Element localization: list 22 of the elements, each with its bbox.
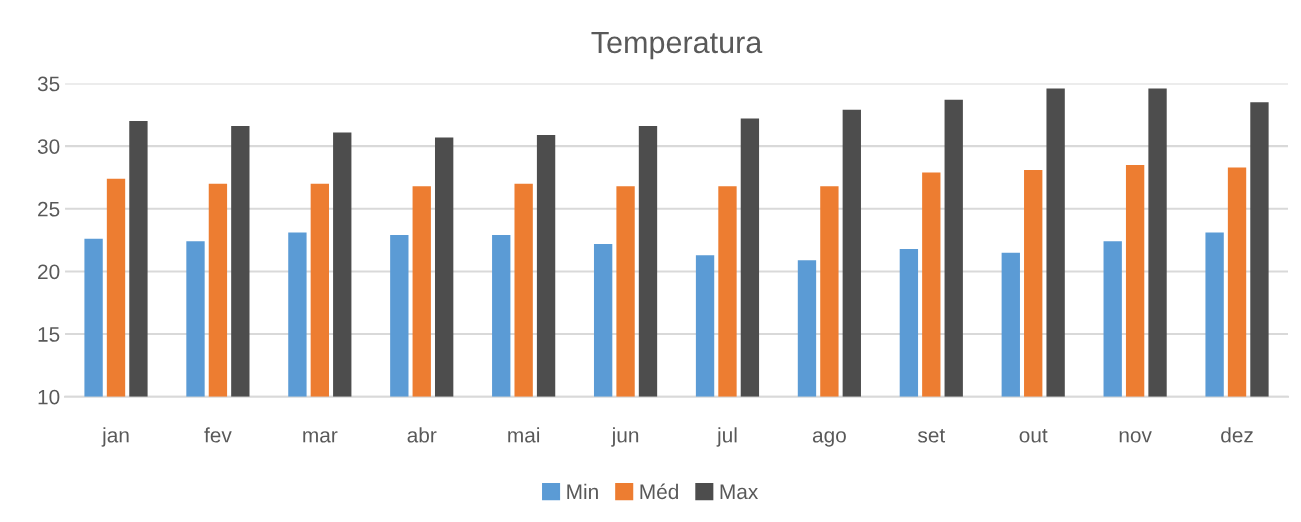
x-tick-label: jan xyxy=(101,427,129,447)
y-tick-label: 30 xyxy=(37,139,60,154)
legend-label: Méd xyxy=(640,483,678,500)
x-tick-label: mai xyxy=(508,427,540,443)
y-tick-label: 10 xyxy=(38,389,60,405)
chart-title: Temperatura xyxy=(591,31,763,60)
x-tick-label: set xyxy=(917,428,946,443)
x-tick-label: mar xyxy=(303,431,338,443)
x-tick-label: fev xyxy=(204,427,232,443)
x-tick-label: ago xyxy=(812,431,846,447)
y-tick-label: 15 xyxy=(38,327,60,342)
x-tick-label: out xyxy=(1019,428,1048,443)
y-tick-label: 35 xyxy=(37,76,60,92)
y-tick-label: 25 xyxy=(38,201,60,217)
x-tick-label: nov xyxy=(1119,431,1152,443)
x-tick-label: abr xyxy=(407,427,437,443)
legend-label: Max xyxy=(720,484,759,500)
x-tick-label: dez xyxy=(1221,427,1253,443)
y-tick-label: 20 xyxy=(38,264,60,280)
x-tick-label: jul xyxy=(716,427,737,447)
x-tick-label: jun xyxy=(611,427,639,447)
legend-label: Min xyxy=(567,483,598,499)
